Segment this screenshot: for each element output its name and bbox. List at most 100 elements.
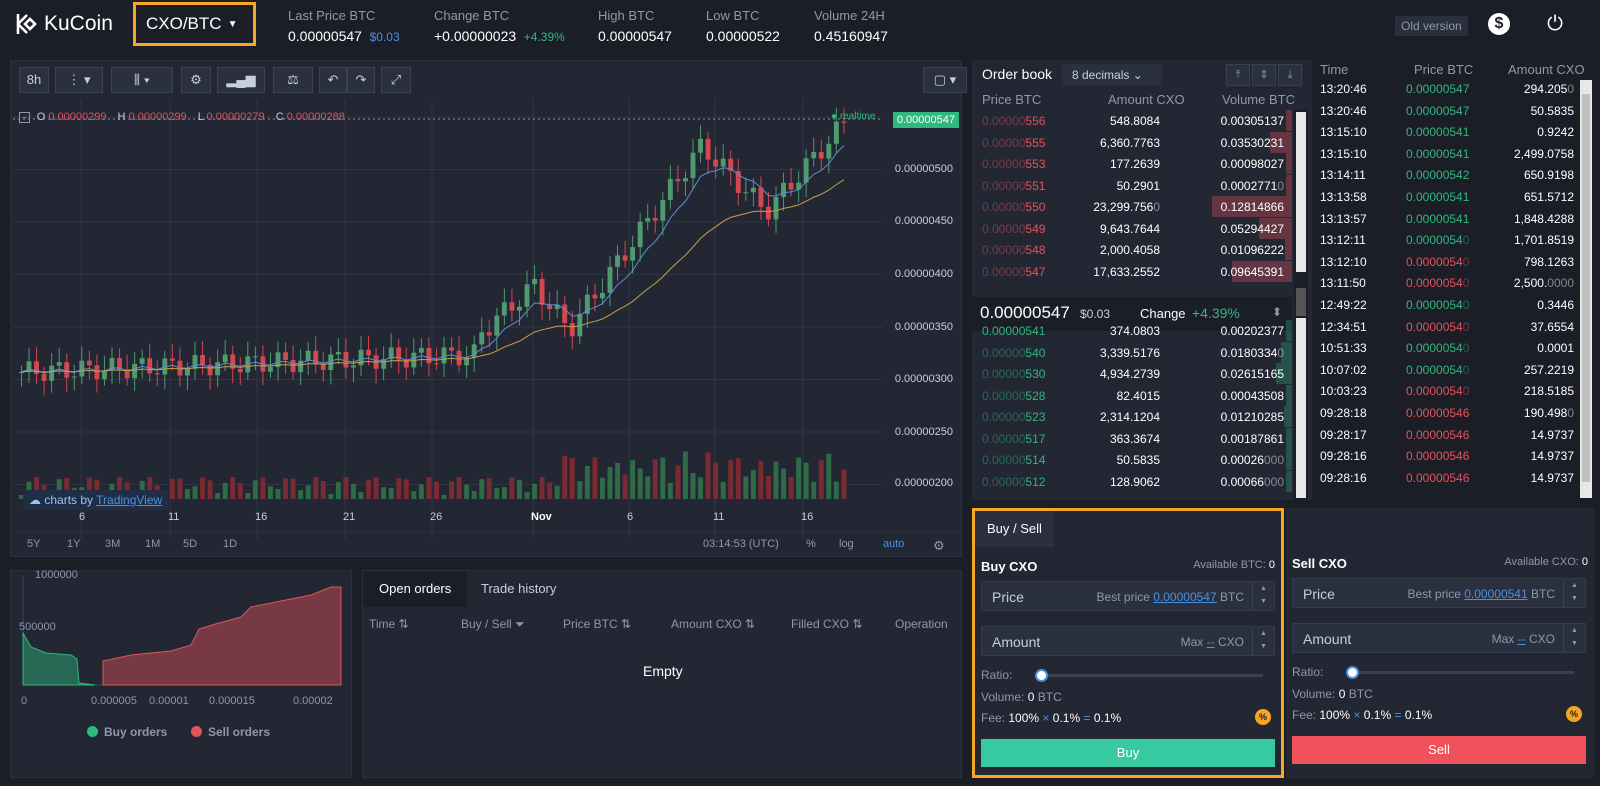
range-3m[interactable]: 3M [105,538,121,550]
bid-row[interactable]: 0.00000517 363.3674 0.00187861 [972,427,1292,450]
kucoin-logo[interactable]: KuCoin [14,12,113,36]
max-link[interactable]: -- [1517,632,1526,646]
scrollbar-thumb[interactable] [1296,288,1306,316]
col-price[interactable]: Price BTC ⇅ [563,617,631,631]
candle-body [720,158,726,167]
volume-bar [796,457,802,499]
slider-knob[interactable] [1035,669,1048,682]
sell-button[interactable]: Sell [1292,736,1586,764]
sell-amount-input[interactable]: Amount Max -- CXO ▲ ▼ [1292,623,1586,653]
sell-price-input[interactable]: Price Best price 0.00000541 BTC ▲ ▼ [1292,578,1586,608]
fee-discount-icon[interactable]: % [1566,706,1582,722]
col-amount[interactable]: Amount CXO ⇅ [671,617,755,631]
stat-label: Volume 24H [814,8,885,23]
auto-toggle[interactable]: auto [883,538,905,550]
tab-trade-history[interactable]: Trade history [481,581,557,596]
col-time[interactable]: Time ⇅ [369,617,409,631]
candle-type-icon[interactable]: ⫼ ▾ [111,67,173,93]
scrollbar-thumb[interactable] [1582,94,1590,482]
collapse-icon[interactable]: − [19,112,30,123]
best-price-label: Best price [1096,590,1150,604]
price-stepper[interactable]: ▲ ▼ [1252,582,1274,610]
log-toggle[interactable]: log [839,538,854,550]
percent-toggle[interactable]: % [806,538,816,550]
chart-settings-icon[interactable]: ⚙ [933,538,945,553]
expand-icon[interactable]: ⬍ [1272,305,1283,319]
order-book-scrollbar[interactable] [1294,110,1308,500]
ask-row[interactable]: 0.00000550 23,299.7560 0.12814866 [972,196,1292,218]
tab-open-orders[interactable]: Open orders [363,571,468,607]
dollar-icon[interactable]: $ [1488,13,1510,35]
tr-col-time: Time [1320,62,1349,77]
ask-row[interactable]: 0.00000549 9,643.7644 0.05294427 [972,217,1292,240]
gear-icon[interactable]: ⚙ [181,67,211,93]
bid-row[interactable]: 0.00000512 128.9062 0.00066000 [972,470,1292,493]
buy-amount-input[interactable]: Amount Max -- CXO ▲ ▼ [981,626,1275,656]
show-both-icon[interactable]: ⇕ [1252,64,1276,86]
screenshot-icon[interactable]: ▢ ▾ [923,67,967,93]
bid-row[interactable]: 0.00000541 374.0803 0.00202377 [972,320,1292,342]
trades-scrollbar[interactable] [1580,80,1592,498]
bid-row[interactable]: 0.00000528 82.4015 0.00043508 [972,384,1292,407]
amount-stepper[interactable]: ▲ ▼ [1252,627,1274,655]
buy-ratio-slider[interactable] [1035,669,1263,682]
range-5d[interactable]: 5D [183,538,198,550]
bid-row[interactable]: 0.00000530 4,934.2739 0.02615165 [972,363,1292,385]
candle-body [222,354,228,363]
range-1m[interactable]: 1M [145,538,161,550]
price-tick: 0.00000450 [894,215,953,227]
buy-price-input[interactable]: Price Best price 0.00000547 BTC ▲ ▼ [981,581,1275,611]
ask-row[interactable]: 0.00000553 177.2639 0.00098027 [972,153,1292,175]
volume-unit: BTC [1348,687,1373,701]
show-bids-icon[interactable]: ⤓ [1278,64,1302,86]
candle-body [102,370,107,380]
ask-row[interactable]: 0.00000548 2,000.4058 0.01096222 [972,239,1292,261]
ask-row[interactable]: 0.00000556 548.8084 0.00305137 [972,110,1292,132]
fee-discount-icon[interactable]: % [1255,709,1271,725]
compare-icon[interactable]: ⚖ [273,67,313,93]
price-stepper[interactable]: ▲ ▼ [1563,579,1585,607]
undo-icon[interactable]: ↶ [319,67,347,93]
tab-buy-sell[interactable]: Buy / Sell [975,511,1054,547]
max-link[interactable]: -- [1206,635,1215,649]
power-icon[interactable]: ⏻ [1547,13,1563,35]
candle-body [71,376,77,378]
pair-selector[interactable]: CXO/BTC ▼ [133,2,256,46]
stat-low: Low BTC 0.00000522 [706,8,780,44]
best-price-link[interactable]: 0.00000541 [1464,587,1528,601]
ask-row[interactable]: 0.00000547 17,633.2552 0.09645391 [972,260,1292,283]
col-buy-sell[interactable]: Buy / Sell ⏷ [461,617,525,632]
indicators-icon[interactable]: ▂▄▆ [217,67,265,93]
fullscreen-icon[interactable]: ⤢ [381,67,411,93]
redo-icon[interactable]: ↷ [347,67,375,93]
sell-ratio-slider[interactable] [1346,666,1574,679]
best-price-link[interactable]: 0.00000547 [1153,590,1217,604]
amount-stepper[interactable]: ▲ ▼ [1563,624,1585,652]
row-price: 0.00000551 [982,179,1045,193]
range-5y[interactable]: 5Y [27,538,41,550]
ask-row[interactable]: 0.00000551 50.2901 0.00027710 [972,174,1292,197]
candlestick-plot[interactable] [13,99,883,539]
col-filled[interactable]: Filled CXO ⇅ [791,617,862,631]
interval-menu-icon[interactable]: ⋮ ▾ [55,67,103,93]
slider-knob[interactable] [1346,666,1359,679]
buy-button[interactable]: Buy [981,739,1275,767]
tradingview-link[interactable]: TradingView [96,493,163,507]
tradingview-badge[interactable]: ☁ charts by TradingView [23,490,169,510]
row-price: 0.00000556 [982,114,1045,128]
ask-row[interactable]: 0.00000555 6,360.7763 0.03530231 [972,131,1292,154]
price-axis[interactable]: 0.00000500 0.00000450 0.00000400 0.00000… [883,99,961,539]
bid-row[interactable]: 0.00000523 2,314.1204 0.01210285 [972,406,1292,428]
show-asks-icon[interactable]: ⤒ [1226,64,1250,86]
range-1y[interactable]: 1Y [67,538,81,550]
bid-row[interactable]: 0.00000514 50.5835 0.00026000 [972,449,1292,471]
amount-placeholder: Amount [1303,631,1352,647]
bid-row[interactable]: 0.00000540 3,339.5176 0.01803340 [972,341,1292,364]
candle-body [328,354,334,370]
interval-button[interactable]: 8h [19,67,49,93]
old-version-button[interactable]: Old version [1395,16,1468,36]
range-1d[interactable]: 1D [223,538,238,550]
depth-chart[interactable] [11,571,353,779]
trade-price: 0.00000540 [1406,254,1470,269]
decimals-select[interactable]: 8 decimals ⌄ [1062,64,1162,86]
